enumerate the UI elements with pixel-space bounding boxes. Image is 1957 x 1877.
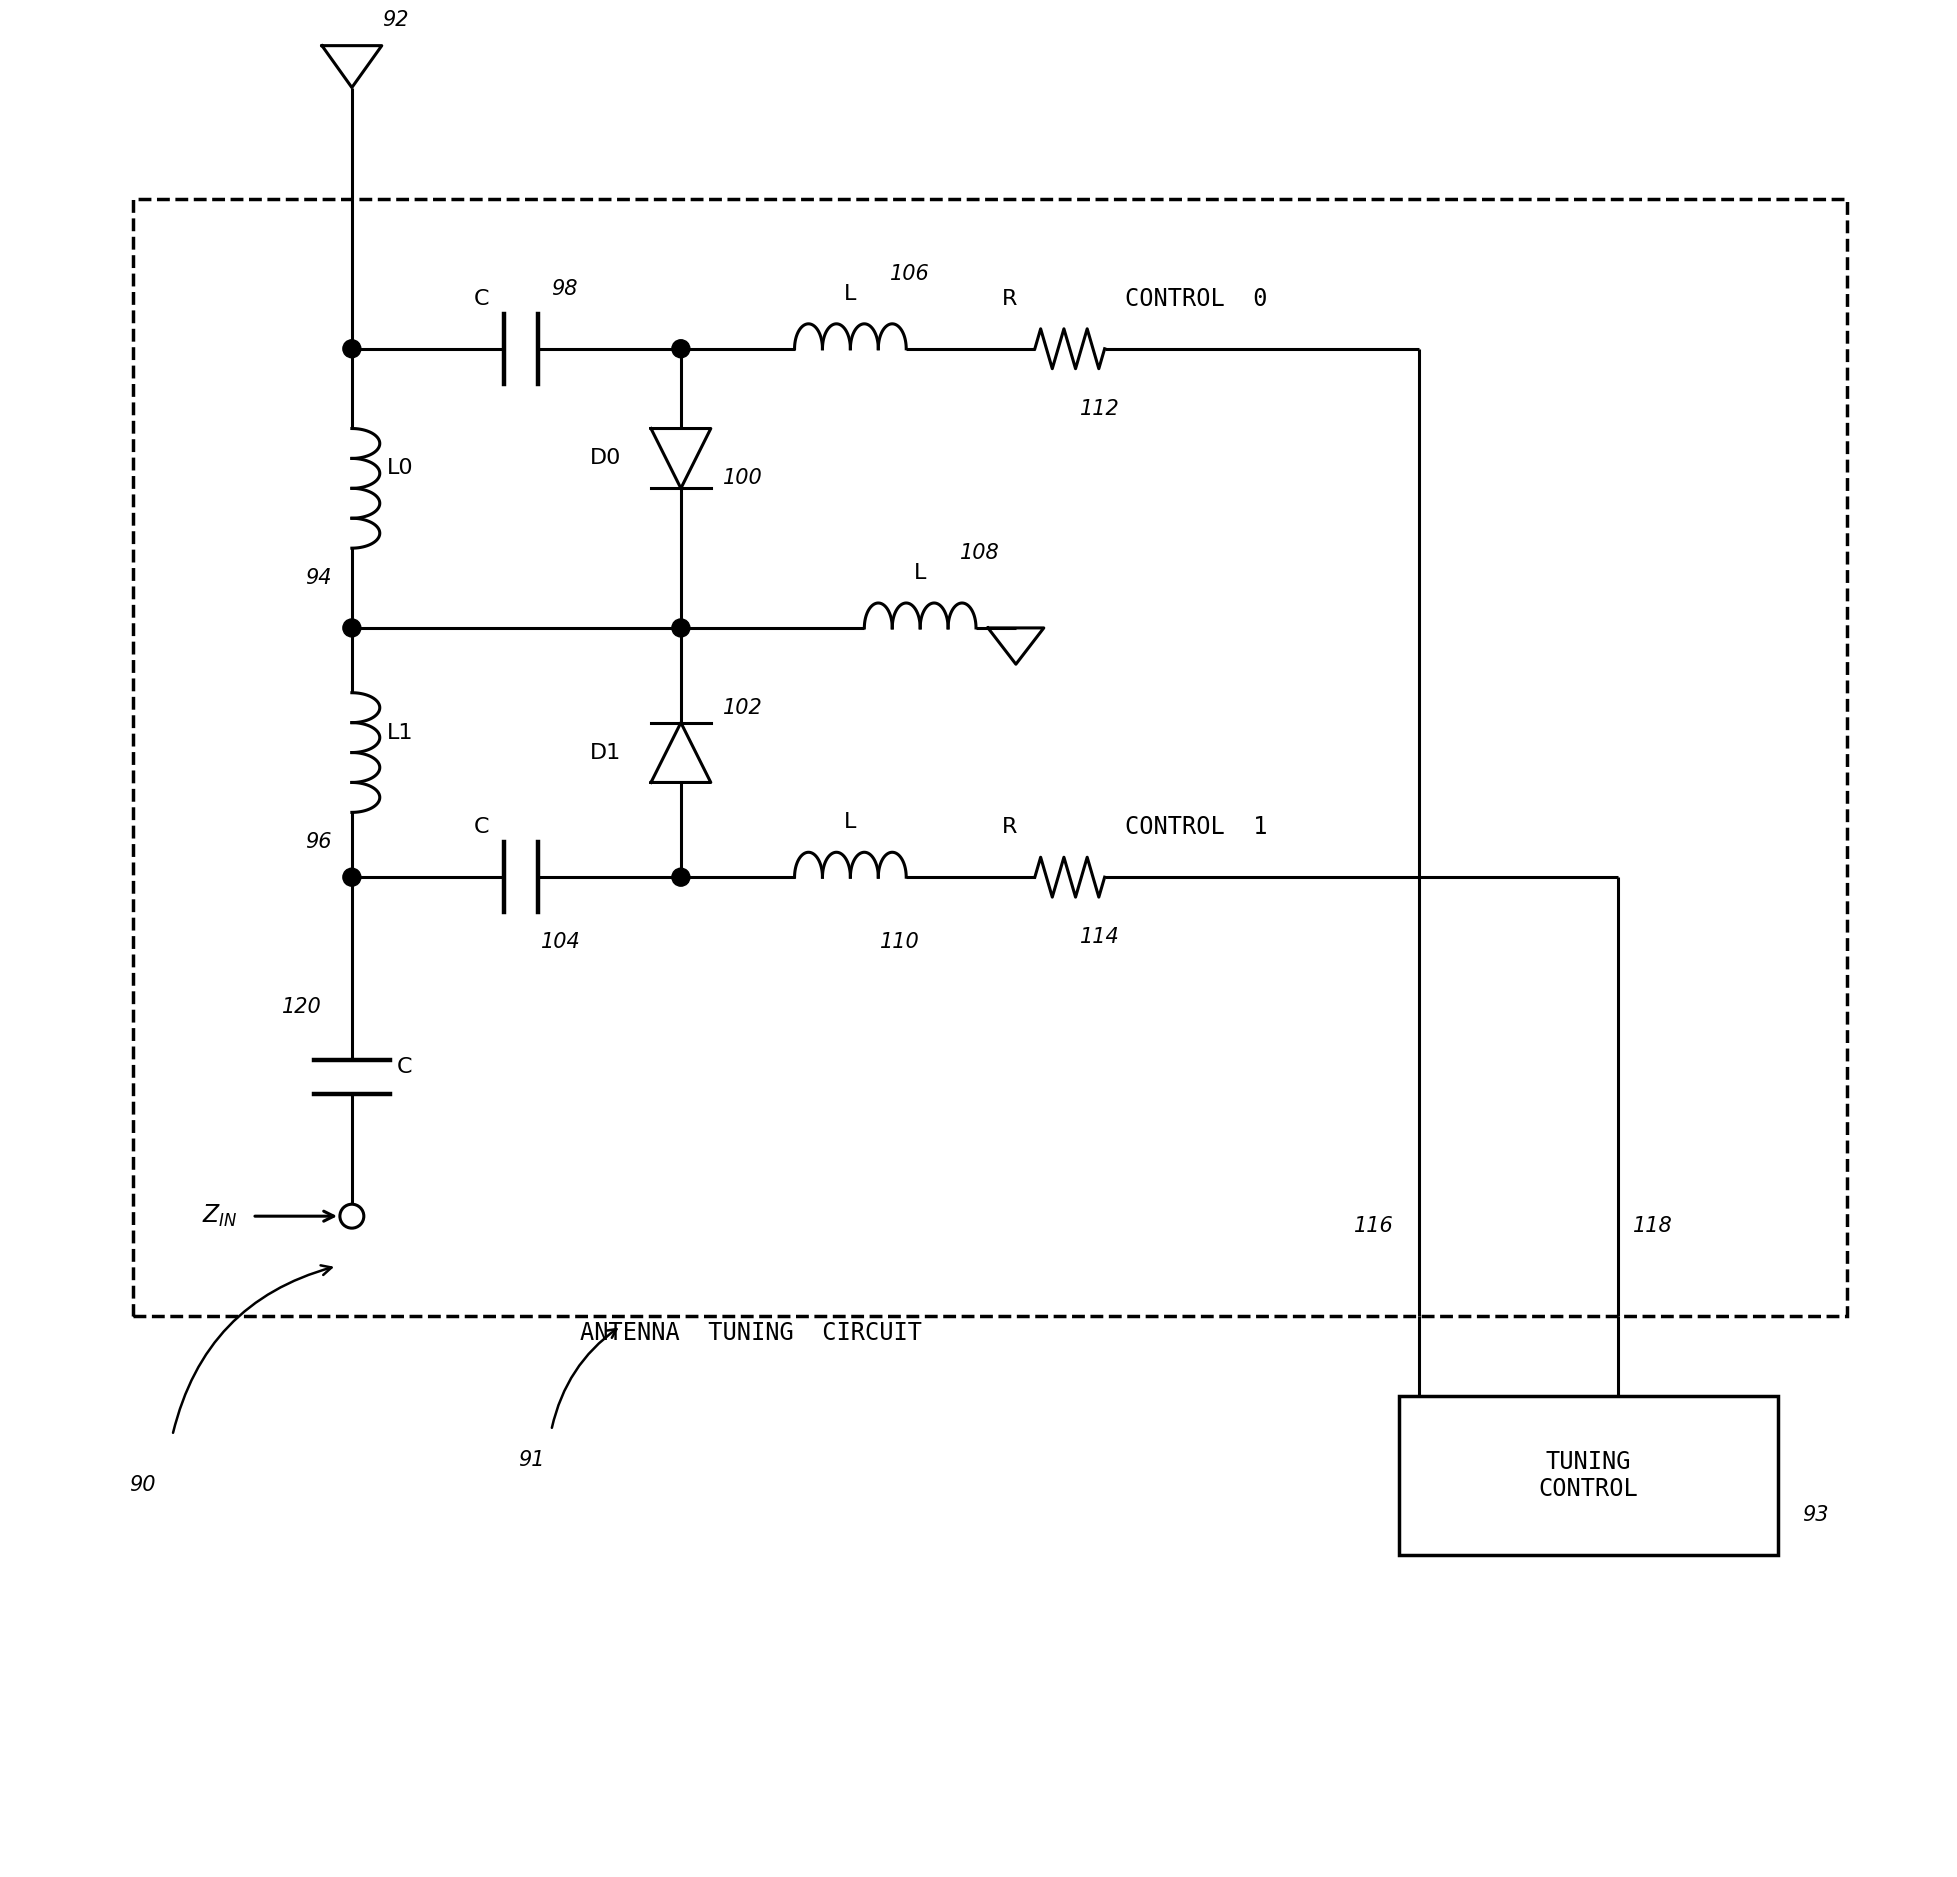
Text: 118: 118 — [1632, 1216, 1671, 1237]
Text: CONTROL  1: CONTROL 1 — [1123, 815, 1266, 839]
Text: R: R — [1002, 816, 1018, 837]
Circle shape — [671, 619, 689, 636]
Text: 104: 104 — [540, 933, 581, 952]
Text: $Z_{IN}$: $Z_{IN}$ — [202, 1203, 237, 1229]
Text: TUNING
CONTROL: TUNING CONTROL — [1538, 1449, 1638, 1502]
Text: CONTROL  0: CONTROL 0 — [1123, 287, 1266, 312]
Circle shape — [671, 340, 689, 359]
Text: C: C — [474, 289, 489, 310]
Text: 100: 100 — [722, 469, 761, 488]
Text: C: C — [474, 816, 489, 837]
Text: 98: 98 — [552, 280, 577, 298]
Text: 106: 106 — [890, 265, 930, 283]
Text: L0: L0 — [387, 458, 413, 479]
Bar — [133, 199, 1847, 1316]
Text: 114: 114 — [1078, 927, 1119, 948]
Circle shape — [342, 340, 360, 359]
Text: C: C — [397, 1057, 413, 1077]
Text: 90: 90 — [129, 1475, 157, 1496]
Text: R: R — [1002, 289, 1018, 310]
Circle shape — [671, 869, 689, 886]
Text: 110: 110 — [881, 933, 920, 952]
Text: 92: 92 — [382, 9, 409, 30]
Text: 112: 112 — [1078, 398, 1119, 419]
Text: D1: D1 — [589, 743, 620, 762]
Text: 93: 93 — [1802, 1505, 1828, 1526]
Text: 91: 91 — [519, 1451, 544, 1470]
Circle shape — [342, 619, 360, 636]
Text: 108: 108 — [959, 542, 1000, 563]
Text: 120: 120 — [282, 997, 321, 1017]
Text: ANTENNA  TUNING  CIRCUIT: ANTENNA TUNING CIRCUIT — [579, 1321, 922, 1344]
Text: 96: 96 — [305, 832, 333, 852]
Text: L: L — [914, 563, 926, 584]
Text: 102: 102 — [722, 698, 761, 717]
Text: D0: D0 — [589, 449, 620, 469]
Circle shape — [342, 869, 360, 886]
Text: 116: 116 — [1354, 1216, 1393, 1237]
Bar — [1397, 1396, 1777, 1556]
Text: L: L — [843, 283, 855, 304]
Text: L1: L1 — [387, 723, 413, 743]
Text: 94: 94 — [305, 569, 333, 588]
Text: L: L — [843, 813, 855, 832]
